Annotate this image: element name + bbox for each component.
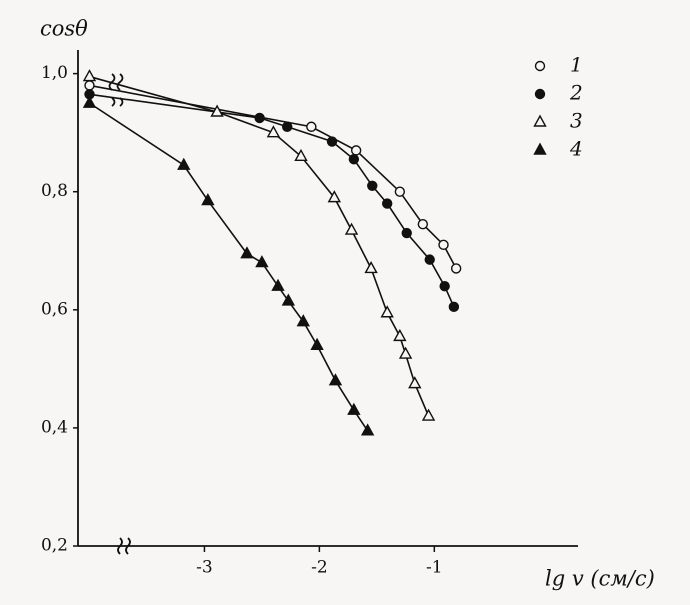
- x-tick-label: -1: [426, 558, 443, 578]
- point: [367, 180, 378, 192]
- curve: [89, 84, 457, 269]
- point: [201, 193, 215, 206]
- point: [296, 314, 310, 327]
- x-axis-label: lg v (см/c): [545, 567, 655, 591]
- point: [281, 121, 293, 132]
- y-tick-label: 0,6: [41, 299, 68, 319]
- point: [408, 376, 422, 389]
- point: [240, 246, 254, 259]
- point: [266, 125, 281, 138]
- y-tick-label: 0,2: [41, 536, 68, 556]
- point: [82, 95, 97, 108]
- point: [364, 261, 378, 274]
- point: [271, 278, 285, 291]
- point: [328, 373, 343, 386]
- legend-marker: [533, 114, 547, 127]
- point: [350, 145, 362, 156]
- point: [294, 148, 308, 161]
- legend-marker: [534, 88, 546, 100]
- curve: [89, 93, 455, 308]
- point: [348, 154, 360, 165]
- legend-marker: [534, 60, 546, 72]
- point: [210, 104, 224, 117]
- point: [177, 157, 191, 170]
- point: [401, 227, 412, 239]
- point: [310, 337, 324, 350]
- axis-break: [117, 537, 131, 555]
- point: [327, 190, 342, 203]
- legend-label: 2: [569, 81, 583, 105]
- point: [381, 198, 393, 209]
- point: [360, 423, 375, 436]
- y-tick-label: 1,0: [41, 63, 68, 83]
- point: [380, 305, 394, 318]
- point: [393, 328, 407, 342]
- point: [438, 239, 449, 251]
- point: [254, 112, 265, 124]
- legend-label: 1: [570, 53, 583, 77]
- point: [424, 254, 435, 265]
- point: [448, 301, 460, 313]
- point: [347, 402, 361, 415]
- legend-label: 3: [570, 109, 583, 133]
- y-tick-label: 0,8: [41, 181, 68, 201]
- legend-label: 4: [569, 137, 583, 161]
- y-axis-label: cosθ: [40, 17, 88, 41]
- point: [450, 263, 462, 274]
- x-tick-label: -2: [311, 558, 328, 578]
- point: [326, 136, 338, 147]
- point: [421, 408, 436, 421]
- point: [84, 80, 95, 91]
- point: [398, 346, 413, 359]
- point: [344, 222, 359, 235]
- x-tick-label: -3: [196, 558, 213, 578]
- point: [255, 255, 269, 268]
- point: [417, 218, 429, 230]
- legend-marker: [533, 142, 547, 155]
- y-tick-label: 0,4: [41, 417, 68, 437]
- point: [439, 280, 450, 292]
- curve: [89, 102, 369, 432]
- curve: [89, 75, 430, 417]
- point: [281, 293, 296, 306]
- point: [82, 69, 97, 82]
- point: [306, 121, 317, 132]
- point: [394, 186, 406, 197]
